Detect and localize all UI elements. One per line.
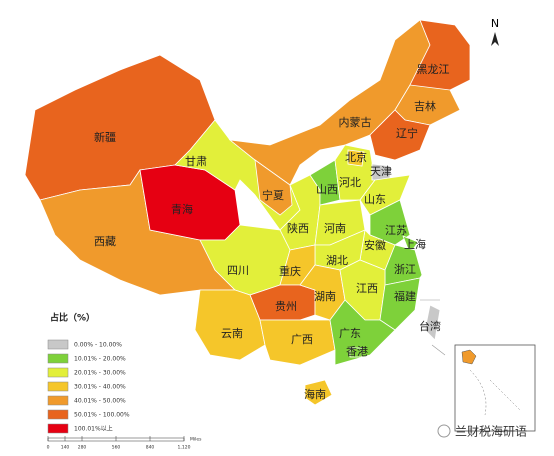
province-label: 浙江	[394, 263, 416, 276]
north-label: N	[491, 17, 499, 30]
province-label: 江西	[356, 282, 378, 295]
scale-label: 140	[61, 445, 70, 451]
province	[329, 299, 396, 366]
province-label: 青海	[171, 202, 193, 216]
province	[259, 319, 336, 366]
province	[304, 379, 333, 406]
province	[359, 174, 411, 216]
province	[424, 304, 441, 341]
province-label: 河南	[324, 222, 346, 235]
scale-label: 0	[47, 445, 50, 451]
legend-swatch	[47, 381, 69, 392]
province-label: 陕西	[287, 221, 309, 235]
legend-title: 占比（%）	[50, 312, 95, 324]
legend-label: 50.01% - 100.00%	[74, 412, 130, 419]
scale-label: 840	[146, 445, 155, 451]
watermark-text: 兰财税海研语	[455, 424, 527, 439]
scale-label: 560	[112, 445, 121, 451]
north-arrow: N	[491, 17, 499, 46]
watermark: 兰财税海研语	[437, 424, 527, 439]
province-label: 北京	[345, 150, 367, 164]
scale-label: 1,120	[178, 445, 191, 451]
province-label: 香港	[346, 345, 368, 358]
scale-label: 280	[78, 445, 87, 451]
province-label: 广东	[339, 327, 361, 340]
province-label: 天津	[370, 165, 392, 178]
legend-label: 30.01% - 40.00%	[74, 384, 126, 391]
province-label: 重庆	[279, 264, 301, 278]
scale-bar: 0 140 280 560 840 1,120 Miles	[47, 436, 202, 451]
province-label: 吉林	[414, 99, 436, 113]
inset-land	[461, 349, 477, 365]
north-arrow-icon	[491, 32, 499, 46]
province-label: 安徽	[364, 238, 386, 252]
province-label: 广西	[291, 333, 313, 346]
watermark-icon	[437, 424, 451, 438]
province	[369, 109, 431, 161]
province-label: 宁夏	[262, 188, 284, 202]
legend-swatch	[47, 409, 69, 420]
regions	[24, 19, 471, 406]
province-label: 云南	[221, 327, 243, 340]
province	[254, 159, 293, 216]
province	[347, 149, 365, 167]
province-label: 山东	[364, 193, 386, 206]
legend-label: 0.00% - 10.00%	[74, 342, 122, 349]
province	[379, 277, 421, 331]
province-label: 山西	[316, 183, 338, 196]
province-label: 四川	[227, 264, 249, 277]
legend-label: 100.01%以上	[74, 425, 113, 433]
province-label: 黑龙江	[417, 63, 450, 76]
province-label: 辽宁	[396, 126, 418, 140]
legend-swatch	[47, 367, 69, 378]
province	[349, 347, 363, 358]
legend-swatch	[47, 395, 69, 406]
province	[309, 159, 341, 206]
province-label: 海南	[304, 387, 326, 401]
province-label: 甘肃	[185, 155, 207, 168]
province	[402, 235, 419, 255]
province-label: 福建	[394, 289, 416, 303]
legend: 0.00% - 10.00% 10.01% - 20.00% 20.01% - 30…	[47, 339, 130, 434]
coast-line	[420, 299, 446, 356]
province-label: 上海	[404, 237, 426, 251]
legend-swatch	[47, 353, 69, 364]
legend-label: 10.01% - 20.00%	[74, 356, 126, 363]
province-label: 台湾	[419, 319, 441, 333]
province-label: 河北	[339, 176, 361, 189]
province-label: 贵州	[275, 300, 297, 313]
province-label: 湖北	[326, 254, 348, 267]
legend-swatch	[47, 339, 69, 350]
province-label: 新疆	[94, 130, 116, 144]
legend-label: 20.01% - 30.00%	[74, 370, 126, 377]
province-label: 西藏	[94, 235, 116, 248]
legend-label: 40.01% - 50.00%	[74, 398, 126, 405]
province-label: 湖南	[314, 290, 336, 303]
province-label: 江苏	[385, 224, 407, 237]
inset-line	[469, 369, 521, 416]
province-label: 内蒙古	[339, 115, 372, 129]
scale-unit: Miles	[190, 437, 202, 443]
legend-swatch	[47, 423, 69, 434]
province	[369, 199, 411, 246]
